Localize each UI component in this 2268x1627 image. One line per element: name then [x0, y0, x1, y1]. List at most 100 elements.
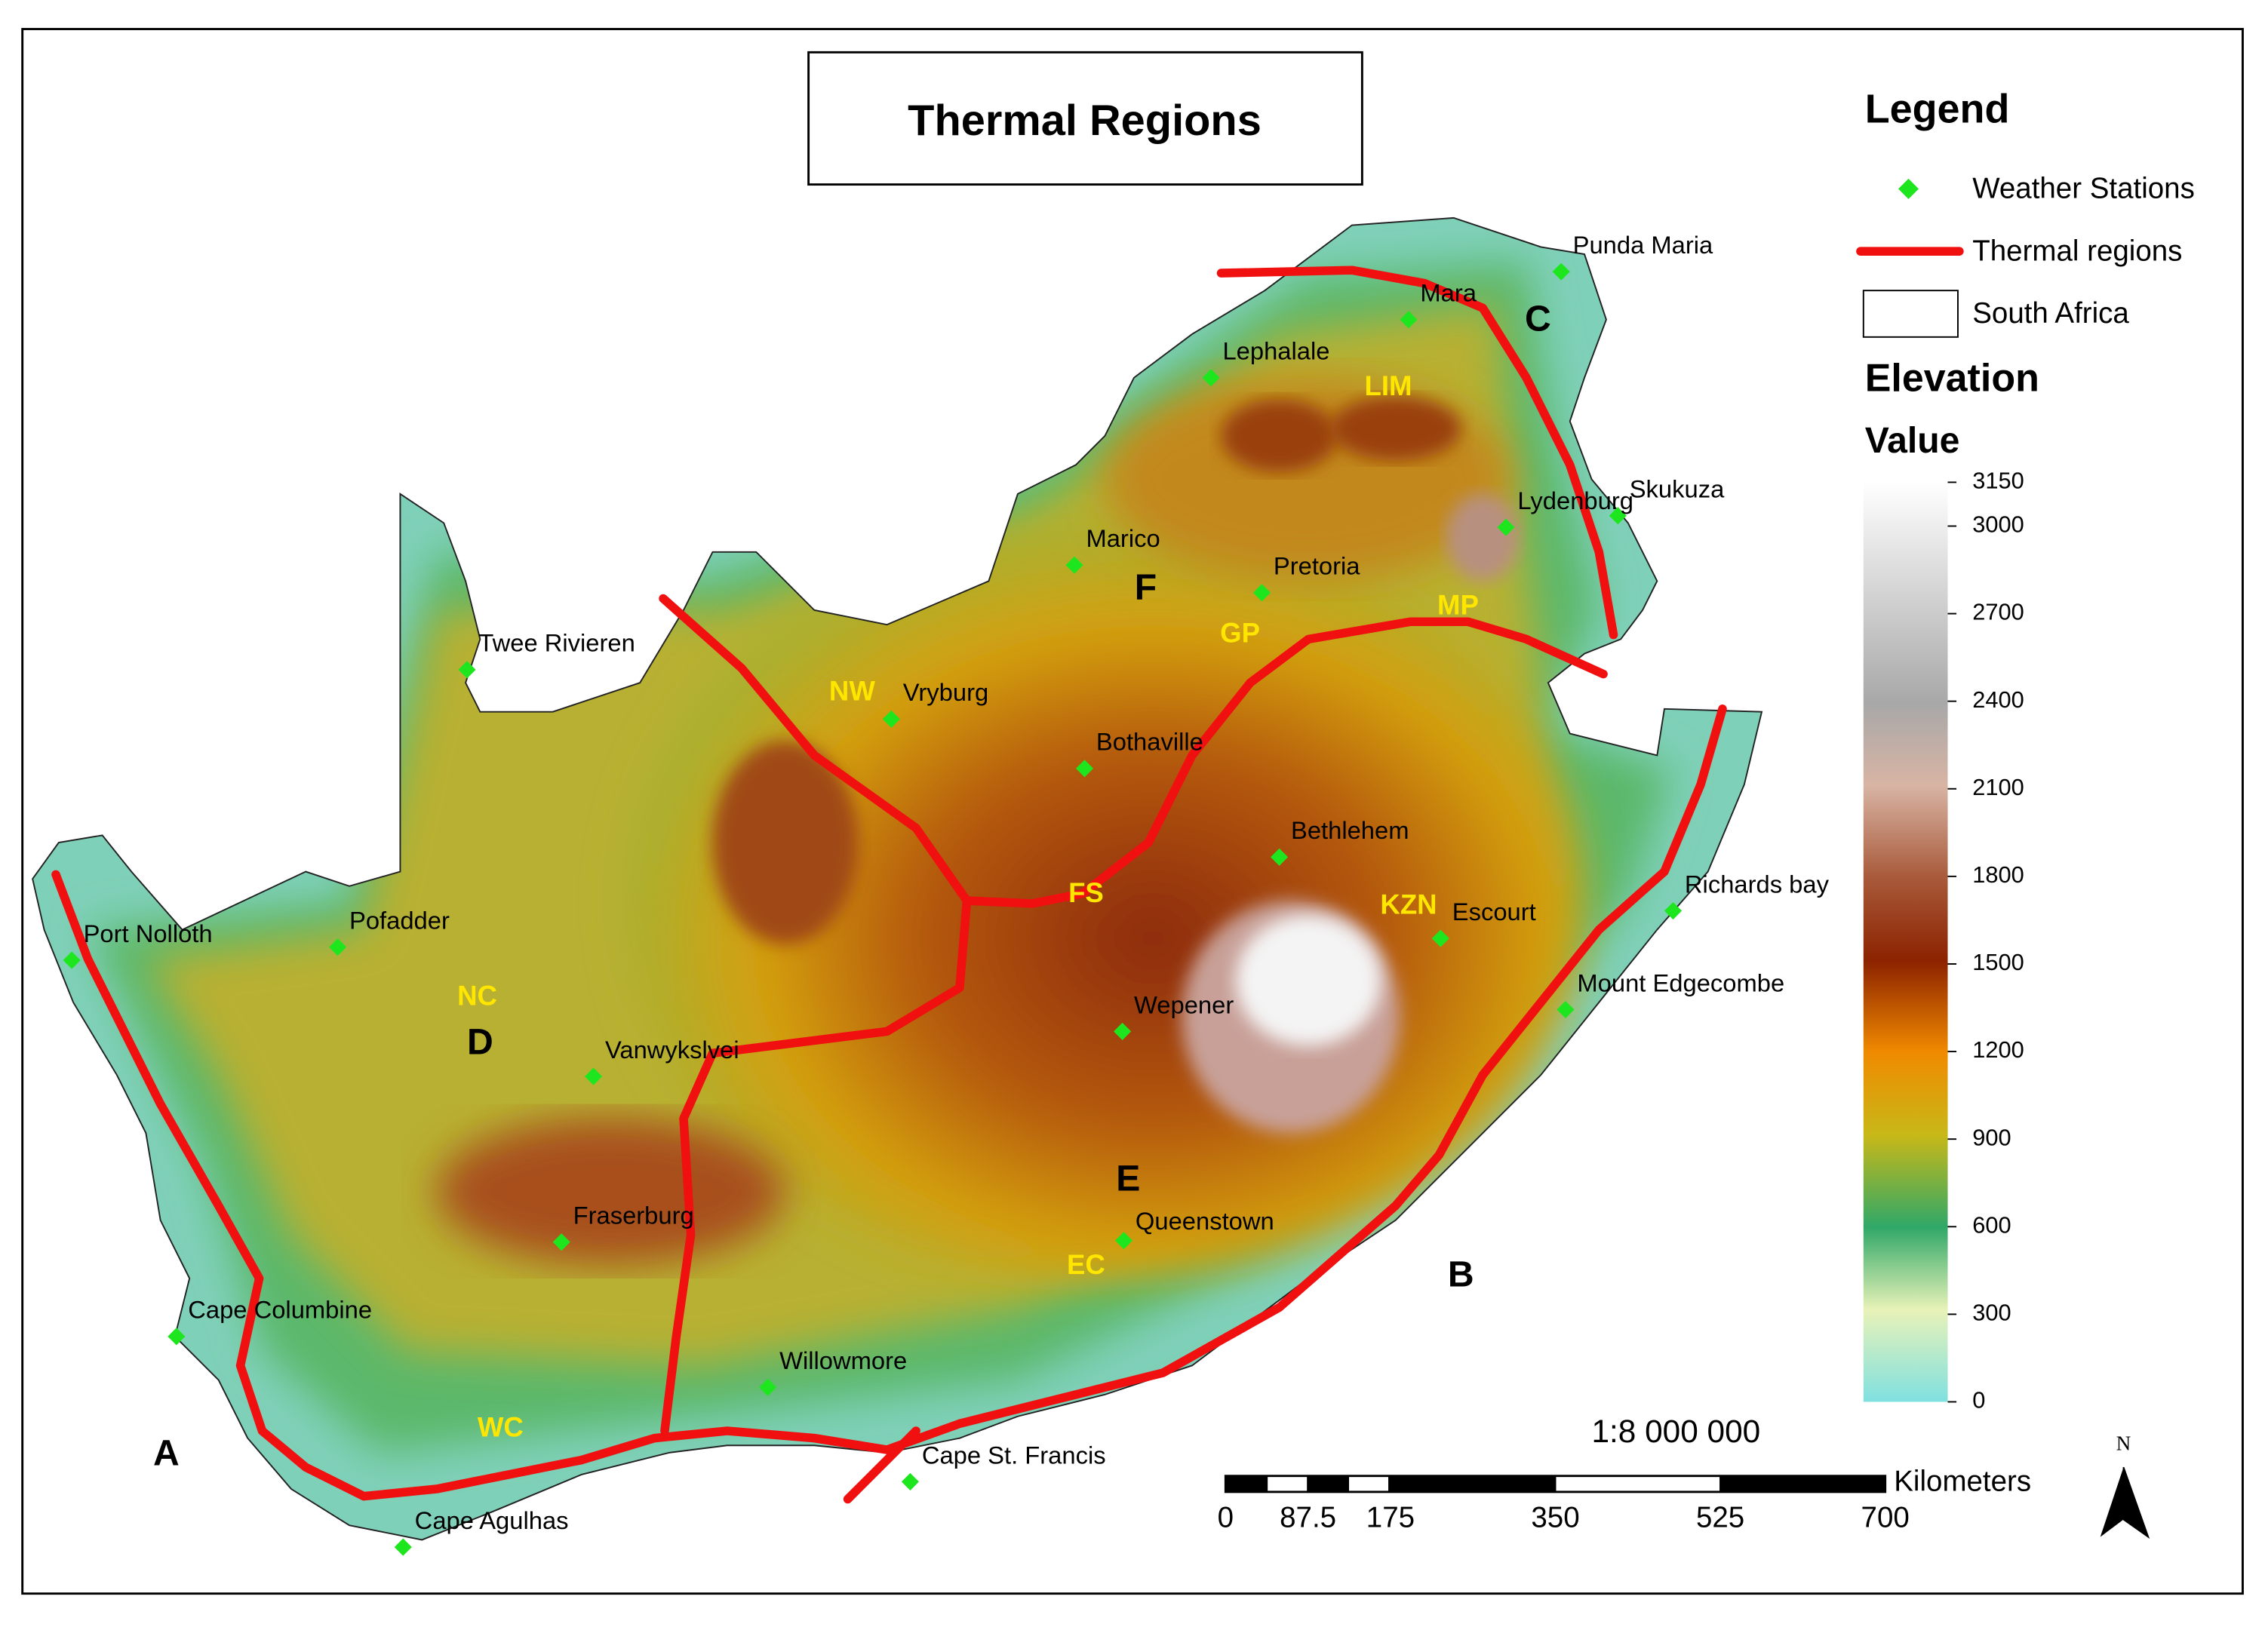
value-title: Value	[1865, 420, 1960, 461]
station-label: Willowmore	[779, 1346, 907, 1374]
province-label: NW	[829, 675, 875, 706]
station-label: Lephalale	[1222, 337, 1329, 365]
north-arrow-left	[2100, 1467, 2124, 1537]
station-label: Cape Agulhas	[415, 1506, 569, 1534]
colorbar-tick-label: 1500	[1972, 949, 2024, 975]
region-label: F	[1135, 567, 1157, 608]
province-label: NC	[457, 981, 497, 1012]
station-label: Mara	[1420, 279, 1477, 307]
colorbar-tick-label: 0	[1972, 1387, 1985, 1414]
weather-station	[1400, 311, 1418, 329]
thermal-line	[1216, 266, 1618, 640]
region-label: C	[1525, 298, 1551, 339]
thermal-line	[659, 594, 972, 1435]
station-label: Bothaville	[1096, 728, 1203, 756]
station-label: Escourt	[1452, 898, 1536, 926]
thermal-line	[51, 705, 1727, 1501]
station-label: Vanwykslvei	[605, 1036, 739, 1064]
scale-tick-label: 175	[1366, 1502, 1415, 1534]
scale-ratio: 1:8 000 000	[1591, 1414, 1760, 1449]
scale-tick-label: 0	[1218, 1502, 1234, 1534]
weather-station	[901, 1472, 919, 1490]
colorbar-tick-label: 900	[1972, 1124, 2011, 1150]
station-label: Twee Rivieren	[478, 629, 635, 657]
weather-station	[63, 951, 81, 969]
colorbar-tick-label: 3150	[1972, 468, 2024, 494]
scale-unit: Kilometers	[1894, 1466, 2031, 1498]
province-label: EC	[1067, 1249, 1105, 1280]
station-label: Fraserburg	[573, 1202, 694, 1229]
legend-item: Thermal regions	[1972, 235, 2182, 267]
weather-station	[1431, 929, 1449, 947]
station-label: Punda Maria	[1573, 231, 1713, 259]
weather-station	[1114, 1232, 1133, 1250]
thermal-line	[962, 617, 1608, 908]
station-label: Cape Columbine	[188, 1296, 372, 1324]
station-label: Wepener	[1134, 990, 1234, 1018]
province-label: LIM	[1365, 370, 1412, 401]
colorbar-tick-label: 300	[1972, 1300, 2011, 1326]
province-label: MP	[1437, 590, 1479, 621]
elevation-title: Elevation	[1865, 356, 2039, 400]
colorbar-tick-label: 600	[1972, 1211, 2011, 1238]
title: Thermal Regions	[908, 97, 1262, 145]
station-label: Marico	[1086, 524, 1160, 552]
legend-item: Weather Stations	[1972, 172, 2195, 204]
colorbar	[1863, 482, 1948, 1402]
region-label: B	[1448, 1254, 1474, 1295]
scale-tick-label: 700	[1861, 1502, 1910, 1534]
legend-station-symbol	[1898, 178, 1919, 199]
legend-title: Legend	[1865, 87, 2010, 132]
province-label: GP	[1220, 617, 1260, 648]
colorbar-tick-label: 2100	[1972, 774, 2024, 800]
scale-tick-label: 350	[1531, 1502, 1579, 1534]
weather-station	[1552, 262, 1570, 281]
colorbar-tick-label: 2400	[1972, 686, 2024, 713]
province-label: KZN	[1380, 889, 1437, 919]
station-label: Skukuza	[1630, 475, 1725, 503]
colorbar-tick-label: 1200	[1972, 1036, 2024, 1063]
weather-station	[329, 938, 347, 956]
station-label: Vryburg	[903, 678, 988, 706]
station-label: Richards bay	[1685, 870, 1830, 898]
thermal-region-lines	[51, 266, 1727, 1504]
weather-station	[1065, 556, 1083, 574]
legend-area-symbol	[1862, 290, 1959, 338]
province-label: WC	[478, 1412, 524, 1443]
region-label: E	[1116, 1158, 1140, 1199]
weather-station	[882, 710, 900, 728]
thermal-line	[843, 1426, 920, 1504]
region-label: D	[467, 1021, 493, 1062]
north-arrow: N	[2100, 1432, 2150, 1540]
colorbar-tick-label: 2700	[1972, 599, 2024, 625]
weather-station	[1271, 848, 1289, 866]
station-label: Pofadder	[349, 907, 450, 935]
weather-station	[759, 1378, 777, 1396]
station-label: Port Nolloth	[84, 919, 213, 947]
frame	[21, 28, 2244, 1595]
title-box	[807, 51, 1363, 186]
legend: Legend Weather Stations Thermal regions …	[1856, 87, 2195, 1414]
legend-item: South Africa	[1972, 297, 2129, 330]
station-label: Pretoria	[1274, 552, 1360, 580]
scale-segment	[1719, 1475, 1885, 1492]
colorbar-tick-label: 3000	[1972, 511, 2024, 538]
station-label: Lydenburg	[1517, 487, 1633, 514]
station-label: Cape St. Francis	[922, 1441, 1106, 1469]
station-label: Queenstown	[1136, 1207, 1274, 1235]
scale-segment	[1225, 1475, 1268, 1492]
weather-station	[1075, 760, 1094, 778]
scale-bar: 1:8 000 000 Kilometers	[1224, 1414, 2031, 1498]
north-label: N	[2116, 1432, 2131, 1454]
province-label: FS	[1068, 877, 1104, 908]
scale-segment	[1307, 1475, 1350, 1492]
station-label: Mount Edgecombe	[1577, 969, 1784, 996]
station-label: Bethlehem	[1291, 816, 1409, 844]
elevation-raster	[32, 217, 1762, 1540]
colorbar-tick-label: 1800	[1972, 861, 2024, 888]
weather-station	[394, 1538, 412, 1556]
scale-segment	[1388, 1475, 1556, 1492]
weather-station	[1114, 1022, 1132, 1040]
